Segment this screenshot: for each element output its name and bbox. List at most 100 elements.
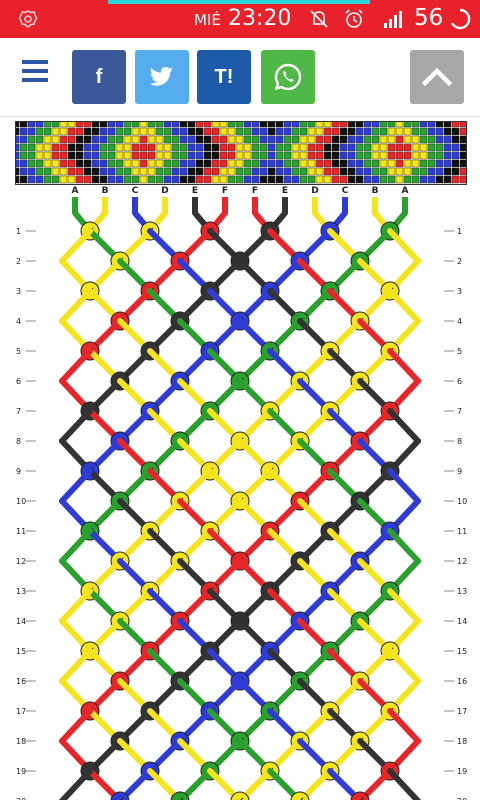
preview-knot-cell	[211, 175, 220, 184]
preview-knot-cell	[51, 135, 60, 144]
preview-knot-cell	[51, 127, 60, 136]
preview-knot-cell	[323, 143, 332, 152]
preview-knot-cell	[419, 175, 428, 184]
preview-knot-cell	[283, 127, 292, 136]
preview-knot-cell	[75, 167, 84, 176]
preview-knot-cell	[163, 151, 172, 160]
preview-knot-cell	[43, 167, 52, 176]
preview-knot-cell	[283, 175, 292, 184]
preview-knot-cell	[155, 175, 164, 184]
preview-knot-cell	[387, 127, 396, 136]
scroll-top-button[interactable]	[410, 50, 464, 104]
preview-knot-cell	[395, 151, 404, 160]
preview-knot-cell	[19, 167, 28, 176]
preview-knot-cell	[155, 159, 164, 168]
preview-knot-cell	[227, 151, 236, 160]
string-segment	[59, 228, 93, 264]
preview-knot-cell	[355, 151, 364, 160]
preview-knot-cell	[91, 151, 100, 160]
preview-knot-cell	[283, 143, 292, 152]
preview-knot-cell	[75, 122, 84, 128]
whatsapp-share-button[interactable]	[261, 50, 315, 104]
preview-knot-cell	[387, 135, 396, 144]
row-number-right: 11	[457, 527, 467, 536]
facebook-share-button[interactable]: f	[72, 50, 126, 104]
preview-knot-cell	[147, 135, 156, 144]
tuenti-share-button[interactable]: T!	[197, 50, 251, 104]
preview-knot-cell	[387, 175, 396, 184]
preview-knot-cell	[16, 122, 20, 128]
row-number-right: 14	[457, 617, 467, 626]
signal-icon	[384, 11, 402, 28]
preview-knot-cell	[451, 175, 460, 184]
preview-knot-cell	[427, 135, 436, 144]
knot-arrow-icon	[180, 797, 184, 800]
preview-knot-cell	[403, 143, 412, 152]
preview-knot-cell	[291, 135, 300, 144]
preview-knot-cell	[155, 143, 164, 152]
preview-knot-cell	[139, 122, 148, 128]
preview-knot-cell	[379, 167, 388, 176]
preview-knot-cell	[387, 122, 396, 128]
preview-knot-cell	[59, 151, 68, 160]
knot-arrow-icon	[120, 797, 124, 800]
preview-knot-cell	[227, 135, 236, 144]
preview-knot-cell	[171, 135, 180, 144]
preview-knot-cell	[339, 143, 348, 152]
preview-knot-cell	[19, 159, 28, 168]
knot-arrow-icon	[360, 797, 364, 800]
string-segment	[387, 288, 421, 324]
preview-knot-cell	[363, 151, 372, 160]
preview-knot-cell	[379, 127, 388, 136]
preview-knot-cell	[371, 122, 380, 128]
twitter-share-button[interactable]	[135, 50, 189, 104]
preview-knot-cell	[307, 122, 316, 128]
knot	[290, 791, 310, 800]
preview-knot-cell	[459, 159, 466, 168]
preview-knot-cell	[59, 135, 68, 144]
preview-knot-cell	[411, 127, 420, 136]
preview-knot-cell	[203, 151, 212, 160]
preview-knot-cell	[83, 122, 92, 128]
preview-knot-cell	[107, 175, 116, 184]
preview-knot-cell	[91, 122, 100, 128]
preview-knot-cell	[419, 151, 428, 160]
status-time: 23:20	[228, 6, 292, 31]
preview-knot-cell	[219, 135, 228, 144]
preview-knot-cell	[259, 167, 268, 176]
twitter-icon	[150, 67, 173, 86]
preview-knot-cell	[235, 127, 244, 136]
preview-knot-cell	[443, 175, 452, 184]
preview-knot-cell	[219, 167, 228, 176]
preview-knot-cell	[355, 127, 364, 136]
preview-knot-cell	[331, 175, 340, 184]
knot-arrow-icon	[240, 797, 244, 800]
preview-knot-cell	[403, 151, 412, 160]
preview-knot-cell	[443, 167, 452, 176]
preview-knot-cell	[107, 135, 116, 144]
preview-knot-cell	[459, 127, 466, 136]
preview-knot-cell	[179, 135, 188, 144]
preview-knot-cell	[435, 127, 444, 136]
preview-knot-cell	[459, 175, 466, 184]
preview-knot-cell	[283, 151, 292, 160]
preview-knot-cell	[363, 122, 372, 128]
row-number-left: 9	[16, 467, 21, 476]
preview-knot-cell	[331, 135, 340, 144]
preview-knot-cell	[131, 127, 140, 136]
preview-knot-cell	[115, 175, 124, 184]
hamburger-menu-icon[interactable]	[22, 60, 48, 86]
preview-knot-cell	[227, 175, 236, 184]
preview-knot-cell	[307, 151, 316, 160]
preview-knot-cell	[123, 175, 132, 184]
row-number-left: 8	[16, 437, 21, 446]
preview-knot-cell	[131, 143, 140, 152]
preview-knot-cell	[291, 127, 300, 136]
preview-knot-cell	[123, 122, 132, 128]
row-number-left: 18	[16, 737, 26, 746]
preview-knot-cell	[19, 151, 28, 160]
bracelet-preview-image	[16, 122, 466, 184]
preview-knot-cell	[67, 151, 76, 160]
preview-knot-cell	[275, 167, 284, 176]
preview-knot-cell	[19, 175, 28, 184]
